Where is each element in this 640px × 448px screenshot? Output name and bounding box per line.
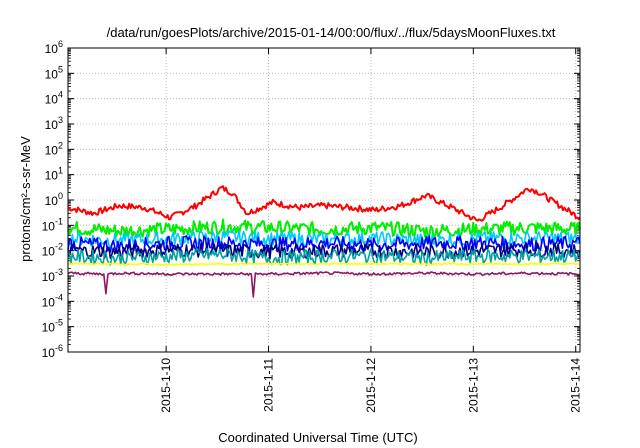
series-line [67, 271, 581, 298]
series-line [67, 229, 581, 248]
plot-area: 106 105 104 103 102 101 100 10-1 10-2 10-3 10-4 10-… [42, 39, 583, 413]
x-tick-label: 2015-1-10 [159, 358, 173, 413]
y-tick-label: 103 [45, 115, 63, 132]
y-tick-label: 10-3 [42, 267, 63, 284]
y-tick-label: 106 [45, 39, 63, 56]
series-line [67, 247, 581, 267]
chart-title: /data/run/goesPlots/archive/2015-01-14/0… [107, 25, 556, 40]
x-tick-label: 2015-1-12 [364, 358, 378, 413]
series-line [67, 242, 581, 260]
y-tick-label: 10-6 [42, 343, 63, 360]
y-tick-label: 104 [45, 90, 63, 107]
y-tick-label: 101 [45, 166, 63, 183]
series-line [67, 262, 581, 267]
y-tick-label: 10-5 [42, 318, 63, 335]
y-tick-label: 105 [45, 64, 63, 81]
x-axis-label: Coordinated Universal Time (UTC) [218, 430, 417, 445]
y-tick-label: 102 [45, 140, 63, 157]
x-tick-label: 2015-1-13 [466, 358, 480, 413]
series-line [67, 185, 581, 222]
x-tick-label: 2015-1-14 [569, 358, 583, 413]
plot-frame [67, 47, 581, 353]
series-line [67, 218, 581, 239]
y-axis-label: protons/cm²-s-sr-MeV [18, 136, 33, 262]
y-tick-label: 10-1 [42, 216, 63, 233]
x-tick-label: 2015-1-11 [262, 358, 276, 412]
y-tick-label: 100 [45, 191, 63, 208]
series-line [67, 235, 581, 254]
y-tick-label: 10-4 [42, 292, 63, 309]
y-tick-label: 10-2 [42, 242, 63, 259]
